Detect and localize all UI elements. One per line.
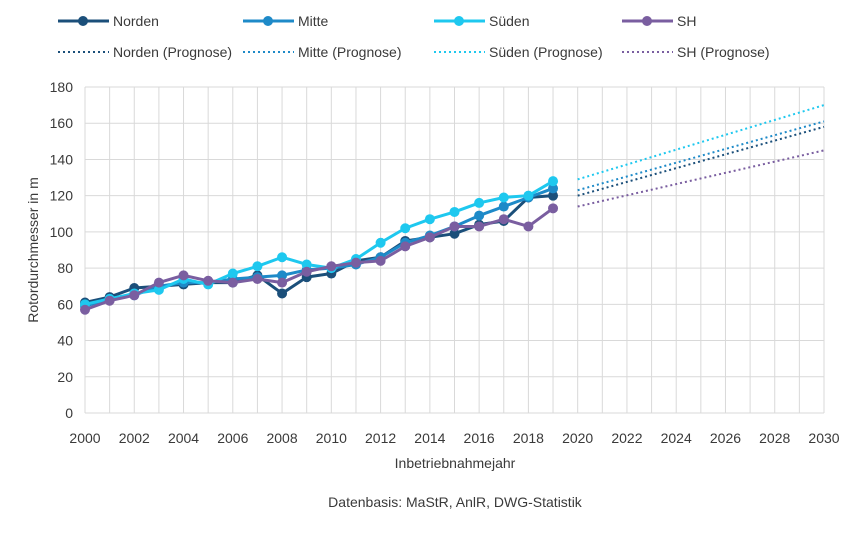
legend-label: Mitte — [298, 13, 329, 29]
legend-marker — [454, 16, 464, 26]
x-tick-label: 2014 — [414, 430, 445, 446]
data-point — [474, 221, 485, 232]
data-point — [277, 270, 288, 281]
data-point — [301, 259, 312, 270]
legend-label: Norden (Prognose) — [113, 44, 232, 60]
x-tick-label: 2010 — [316, 430, 347, 446]
legend-label: SH — [677, 13, 696, 29]
data-point — [277, 288, 288, 299]
data-point — [277, 277, 288, 288]
data-point — [153, 284, 164, 295]
x-tick-label: 2028 — [759, 430, 790, 446]
y-tick-label: 180 — [50, 79, 74, 95]
data-point — [375, 237, 386, 248]
data-point — [252, 261, 263, 272]
data-point — [326, 261, 337, 272]
x-tick-label: 2008 — [266, 430, 297, 446]
y-axis-ticks: 0 20 40 60 80 100 120 140 160 180 — [50, 79, 74, 421]
y-tick-label: 60 — [57, 296, 73, 312]
forecast-line — [577, 149, 825, 208]
data-point — [523, 221, 534, 232]
data-point — [548, 176, 559, 187]
x-tick-label: 2006 — [217, 430, 248, 446]
data-point — [548, 203, 559, 214]
grid — [84, 86, 825, 414]
y-tick-label: 80 — [57, 260, 73, 276]
legend-label: SH (Prognose) — [677, 44, 770, 60]
y-tick-label: 0 — [65, 405, 73, 421]
y-tick-label: 120 — [50, 188, 74, 204]
data-point — [80, 304, 90, 315]
y-tick-label: 40 — [57, 333, 73, 349]
data-point — [400, 241, 411, 252]
y-axis-label: Rotordurchmesser in m — [25, 177, 41, 323]
data-point — [424, 214, 435, 225]
x-axis-ticks: 2000 2002 2004 2006 2008 2010 2012 2014 2016 2018… — [69, 430, 839, 446]
legend-label: Süden — [489, 13, 529, 29]
y-tick-label: 100 — [50, 224, 74, 240]
data-point — [277, 252, 288, 263]
x-tick-label: 2000 — [69, 430, 100, 446]
data-point — [227, 268, 238, 279]
data-point — [548, 190, 559, 201]
data-point — [449, 206, 460, 217]
data-point — [449, 228, 460, 239]
legend-marker — [642, 16, 652, 26]
legend-marker — [263, 16, 273, 26]
y-tick-label: 140 — [50, 151, 74, 167]
x-axis-label: Inbetriebnahmejahr — [395, 455, 516, 471]
x-tick-label: 2026 — [710, 430, 741, 446]
data-point — [350, 257, 361, 268]
data-point — [129, 290, 140, 301]
x-tick-label: 2018 — [513, 430, 544, 446]
data-point — [498, 214, 509, 225]
data-point — [227, 277, 238, 288]
source-note: Datenbasis: MaStR, AnlR, DWG-Statistik — [328, 494, 583, 510]
data-point — [424, 232, 435, 243]
data-point — [153, 277, 164, 288]
data-point — [301, 266, 312, 277]
x-tick-label: 2002 — [119, 430, 150, 446]
data-point — [375, 255, 386, 266]
x-tick-label: 2012 — [365, 430, 396, 446]
data-point — [548, 183, 559, 194]
data-point — [474, 197, 485, 208]
data-point — [498, 201, 509, 212]
legend: Norden Mitte Süden SH Norden (Prognose) Mitte… — [58, 13, 770, 60]
y-tick-label: 160 — [50, 115, 74, 131]
legend-marker — [78, 16, 88, 26]
x-tick-label: 2022 — [611, 430, 642, 446]
forecast-lines — [577, 104, 825, 208]
x-tick-label: 2024 — [661, 430, 692, 446]
data-point — [104, 295, 115, 306]
data-point — [178, 270, 189, 281]
x-tick-label: 2020 — [562, 430, 593, 446]
x-tick-label: 2030 — [808, 430, 839, 446]
data-point — [400, 223, 411, 234]
legend-label: Norden — [113, 13, 159, 29]
data-point — [498, 192, 509, 203]
data-point — [203, 275, 214, 286]
y-tick-label: 20 — [57, 369, 73, 385]
data-point — [474, 210, 485, 221]
legend-label: Mitte (Prognose) — [298, 44, 401, 60]
data-point — [449, 221, 460, 232]
x-tick-label: 2016 — [464, 430, 495, 446]
data-point — [252, 273, 263, 284]
series-lines — [80, 176, 559, 315]
legend-label: Süden (Prognose) — [489, 44, 603, 60]
data-point — [523, 190, 534, 201]
x-tick-label: 2004 — [168, 430, 199, 446]
